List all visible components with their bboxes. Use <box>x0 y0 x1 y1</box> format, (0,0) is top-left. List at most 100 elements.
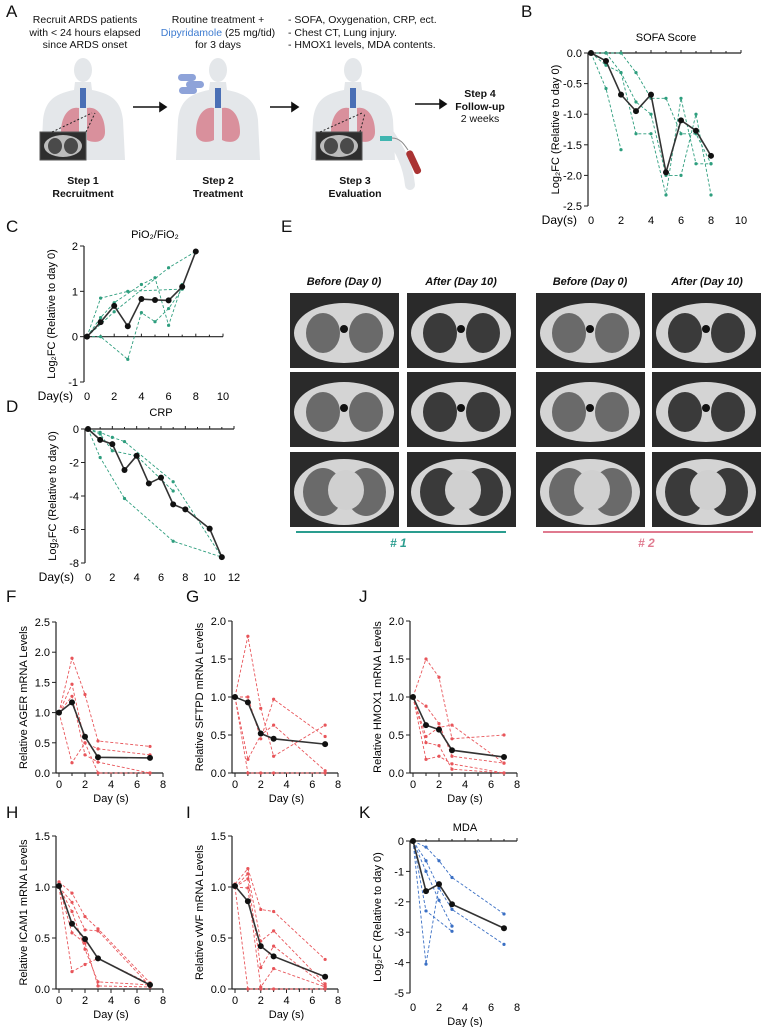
individual-data-point <box>424 734 428 739</box>
mean-data-point <box>97 436 104 443</box>
x-tick-label: 2 <box>82 995 88 1007</box>
y-tick-label: 2.0 <box>35 647 50 659</box>
ct-scan-image <box>652 293 761 368</box>
y-axis-label: Log₂FC (Relative to day 0) <box>47 431 59 561</box>
individual-data-point <box>96 929 100 933</box>
mean-series-line <box>87 428 223 558</box>
mean-series-line <box>86 251 197 338</box>
individual-data-point <box>99 296 103 300</box>
mean-data-point <box>192 248 199 255</box>
x-tick-label: 4 <box>134 572 140 584</box>
x-tick-label: 2 <box>436 1002 442 1014</box>
mean-data-point <box>678 117 684 124</box>
individual-data-point <box>424 704 428 708</box>
mean-data-point <box>152 296 158 303</box>
mean-data-point <box>257 943 264 950</box>
mean-data-point <box>232 882 238 889</box>
panel-label-e: E <box>281 217 293 236</box>
x-tick-label: 4 <box>283 995 289 1007</box>
chart-title: PiO₂/FiO₂ <box>131 229 179 241</box>
individual-data-point <box>153 320 157 324</box>
individual-data-point <box>167 323 171 327</box>
y-tick-label: 0.0 <box>211 984 226 996</box>
panel-label-h: H <box>6 803 19 822</box>
individual-data-point <box>709 193 713 197</box>
individual-data-point <box>709 162 713 166</box>
step2-desc-line: for 3 days <box>194 39 242 51</box>
ct-scan-image <box>652 452 761 527</box>
x-tick-label: 8 <box>160 995 166 1007</box>
x-axis-label: Day (s) <box>269 793 304 805</box>
step1-label: Step 1 Recruitment <box>52 175 114 200</box>
mean-data-point <box>56 709 62 716</box>
ct-scan-image <box>652 372 761 447</box>
individual-data-point <box>167 266 171 270</box>
individual-data-point <box>450 907 454 912</box>
individual-data-point <box>664 193 668 197</box>
y-tick-label: 0 <box>73 424 79 436</box>
mean-data-point <box>588 50 594 56</box>
individual-data-point <box>450 754 454 758</box>
x-tick-label: 2 <box>618 215 624 227</box>
y-tick-label: 2.0 <box>389 616 404 628</box>
individual-data-point <box>98 455 102 460</box>
individual-series-line <box>87 428 174 492</box>
individual-data-point <box>126 289 130 293</box>
y-tick-label: 0.0 <box>35 984 50 996</box>
individual-data-point <box>70 682 74 686</box>
y-tick-label: 1 <box>72 286 78 298</box>
individual-data-point <box>437 675 441 679</box>
individual-data-point <box>83 947 87 951</box>
drug-name: Dipyridamole <box>160 26 223 39</box>
mean-data-point <box>270 953 277 960</box>
x-tick-label: 10 <box>735 215 747 227</box>
group-1-label: # 1 <box>390 536 407 550</box>
x-tick-label: 2 <box>436 779 442 791</box>
y-tick-label: 0 <box>72 332 78 344</box>
x-axis-label: Day (s) <box>93 793 128 805</box>
individual-series-line <box>412 840 440 965</box>
individual-data-point <box>450 924 454 928</box>
individual-data-point <box>604 51 608 55</box>
x-tick-label: 0 <box>588 215 594 227</box>
ct-scan-image <box>536 293 645 368</box>
blood-draw-arm-icon <box>380 130 422 190</box>
individual-data-point <box>83 962 87 967</box>
mean-data-point <box>170 501 177 508</box>
ct-scan-image <box>407 452 516 527</box>
y-tick-label: -1 <box>68 377 78 389</box>
y-tick-label: 0.0 <box>389 768 404 780</box>
step1-desc-line: with < 24 hours elapsed <box>29 26 141 39</box>
x-tick-label: 4 <box>462 779 468 791</box>
x-tick-label: 6 <box>134 779 140 791</box>
step1-description: Recruit ARDS patients with < 24 hours el… <box>20 14 150 52</box>
individual-data-point <box>110 449 114 453</box>
individual-series-line <box>58 881 151 984</box>
x-tick-label: 4 <box>108 779 114 791</box>
ct-header-after-1: After (Day 10) <box>425 276 497 288</box>
y-tick-label: -4 <box>69 491 79 503</box>
individual-data-point <box>450 737 454 741</box>
step1-desc-line: since ARDS onset <box>42 39 128 51</box>
chart-title: CRP <box>149 407 172 419</box>
individual-data-point <box>171 539 175 543</box>
y-tick-label: 0.5 <box>211 933 226 945</box>
individual-data-point <box>437 744 441 748</box>
individual-data-point <box>259 771 263 775</box>
x-tick-label: 0 <box>85 572 91 584</box>
y-tick-label: -4 <box>394 958 404 970</box>
individual-data-point <box>110 435 114 439</box>
individual-data-point <box>167 306 171 311</box>
individual-series-line <box>58 682 151 756</box>
individual-data-point <box>70 970 74 974</box>
individual-data-point <box>649 112 653 116</box>
individual-data-point <box>83 928 87 932</box>
panel-label-i: I <box>186 803 191 822</box>
individual-data-point <box>96 747 100 751</box>
individual-series-line <box>234 878 326 987</box>
individual-data-point <box>679 173 683 177</box>
y-tick-label: -1.5 <box>563 140 582 152</box>
individual-data-point <box>450 723 454 727</box>
mean-data-point <box>147 981 153 988</box>
individual-data-point <box>619 51 623 55</box>
